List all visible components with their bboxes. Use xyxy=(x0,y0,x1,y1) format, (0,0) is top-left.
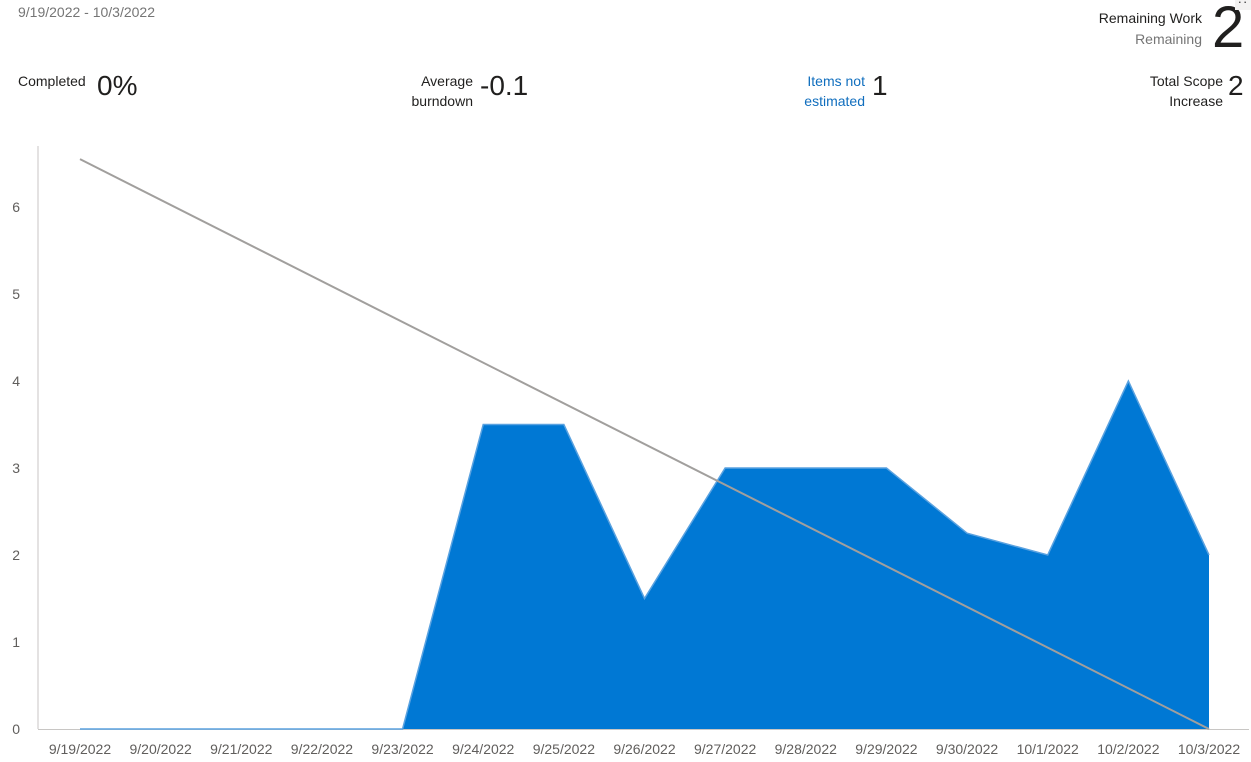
remaining-work-summary: Remaining Work Remaining xyxy=(1099,8,1202,50)
x-tick-label: 10/3/2022 xyxy=(1178,741,1240,757)
remaining-work-area xyxy=(80,381,1209,729)
x-tick-label: 10/1/2022 xyxy=(1017,741,1079,757)
x-tick-label: 10/2/2022 xyxy=(1097,741,1159,757)
average-burndown-value: -0.1 xyxy=(480,70,529,101)
average-burndown-label: Average burndown xyxy=(412,71,474,111)
y-tick-label: 2 xyxy=(12,547,20,563)
items-not-estimated-value: 1 xyxy=(872,70,888,101)
total-scope-increase-label: Total Scope Increase xyxy=(1150,71,1223,111)
y-tick-label: 4 xyxy=(12,373,20,389)
x-tick-label: 9/19/2022 xyxy=(49,741,111,757)
y-tick-label: 6 xyxy=(12,199,20,215)
x-tick-label: 9/20/2022 xyxy=(129,741,191,757)
x-tick-label: 9/27/2022 xyxy=(694,741,756,757)
x-tick-label: 9/28/2022 xyxy=(775,741,837,757)
x-tick-label: 9/29/2022 xyxy=(855,741,917,757)
x-tick-label: 9/21/2022 xyxy=(210,741,272,757)
y-tick-label: 5 xyxy=(12,286,20,302)
y-tick-label: 1 xyxy=(12,634,20,650)
total-scope-increase-value: 2 xyxy=(1228,70,1244,101)
remaining-work-value: 2 xyxy=(1212,0,1245,60)
x-tick-label: 9/26/2022 xyxy=(613,741,675,757)
x-tick-label: 9/23/2022 xyxy=(371,741,433,757)
x-tick-label: 9/25/2022 xyxy=(533,741,595,757)
y-tick-label: 0 xyxy=(12,721,20,737)
date-range: 9/19/2022 - 10/3/2022 xyxy=(18,4,156,20)
remaining-work-label: Remaining Work xyxy=(1098,10,1202,26)
x-tick-label: 9/30/2022 xyxy=(936,741,998,757)
scope-label-line2: Increase xyxy=(1169,93,1223,109)
y-tick-label: 3 xyxy=(12,460,20,476)
ideal-trend-line xyxy=(79,158,1210,730)
x-tick-label: 9/22/2022 xyxy=(291,741,353,757)
remaining-sublabel: Remaining xyxy=(1135,31,1202,47)
x-tick-label: 9/24/2022 xyxy=(452,741,514,757)
completed-value: 0% xyxy=(97,70,138,101)
ellipsis-icon[interactable]: ·· xyxy=(1235,0,1251,10)
completed-label: Completed xyxy=(18,73,86,89)
items-label-line1: Items not xyxy=(807,73,865,89)
items-label-line2: estimated xyxy=(804,93,865,109)
scope-label-line1: Total Scope xyxy=(1149,73,1223,89)
average-label-line1: Average xyxy=(421,73,473,89)
average-label-line2: burndown xyxy=(411,93,474,109)
items-not-estimated-link[interactable]: Items not estimated xyxy=(804,71,865,111)
